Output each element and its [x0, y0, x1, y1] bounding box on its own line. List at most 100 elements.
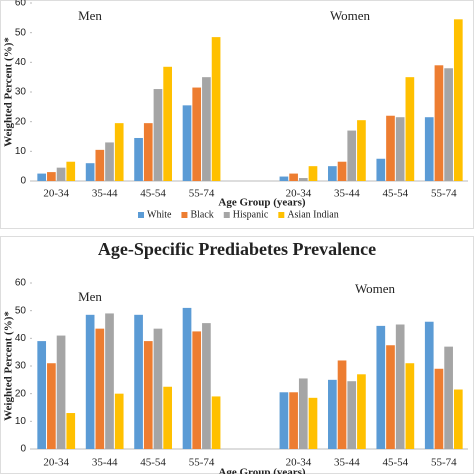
group-label: Women — [355, 281, 396, 296]
bar — [453, 389, 463, 449]
bar — [134, 314, 143, 449]
x-tick-label: 35-44 — [92, 188, 118, 200]
bar — [85, 314, 95, 449]
bar — [56, 335, 66, 449]
y-axis-label: Weighted Percent (%)* — [3, 37, 15, 147]
y-axis-label: Weighted Percent (%)* — [3, 311, 15, 421]
x-tick-label: 45-54 — [140, 188, 166, 200]
bar — [347, 381, 357, 449]
bar — [192, 331, 202, 449]
bar — [37, 341, 47, 449]
y-tick-label: 20 — [15, 116, 27, 127]
y-tick-label: 0 — [20, 176, 26, 187]
bar — [114, 393, 124, 449]
bar — [192, 87, 202, 181]
legend-label: White — [147, 209, 172, 220]
x-axis-label: Age Group (years) — [218, 197, 306, 209]
y-tick-label: 50 — [15, 305, 27, 316]
bar — [337, 161, 347, 181]
y-tick-label: 40 — [15, 333, 27, 344]
bar — [434, 65, 444, 181]
bar — [95, 328, 105, 449]
legend-label: Hispanic — [233, 209, 269, 220]
x-tick-label: 35-44 — [92, 457, 118, 469]
x-tick-label: 55-74 — [431, 457, 457, 469]
bar — [376, 325, 386, 449]
bar — [357, 120, 366, 181]
bar — [143, 341, 153, 449]
legend-label: Asian Indian — [287, 209, 338, 220]
bar — [298, 178, 308, 181]
bar — [143, 123, 153, 181]
bar — [105, 313, 114, 449]
x-tick-label: 45-54 — [382, 188, 408, 200]
bar — [37, 173, 47, 181]
bar — [357, 374, 366, 449]
group-label: Men — [78, 8, 102, 23]
y-tick-label: 20 — [15, 388, 27, 399]
x-tick-label: 55-74 — [189, 188, 215, 200]
bar — [337, 360, 347, 449]
x-tick-label: 35-44 — [334, 188, 360, 200]
bar — [105, 142, 114, 181]
x-tick-label: 20-34 — [286, 188, 312, 200]
x-tick-label: 45-54 — [382, 457, 408, 469]
bar — [405, 363, 415, 449]
bar — [56, 167, 66, 181]
bar — [134, 137, 143, 181]
x-tick-label: 35-44 — [334, 457, 360, 469]
bar — [163, 386, 172, 449]
bar — [279, 392, 289, 449]
y-tick-label: 50 — [15, 27, 27, 38]
x-tick-label: 20-34 — [43, 457, 69, 469]
bar — [182, 105, 192, 181]
legend-swatch — [223, 212, 230, 218]
bar — [202, 77, 211, 181]
bar — [308, 166, 318, 181]
group-label: Women — [330, 8, 371, 23]
bar — [279, 176, 289, 181]
bar — [95, 149, 105, 181]
bar — [47, 172, 56, 181]
x-tick-label: 45-54 — [140, 457, 166, 469]
bar — [153, 328, 163, 449]
bar — [434, 368, 444, 449]
bar — [153, 89, 163, 181]
bar — [163, 66, 172, 181]
y-tick-label: 30 — [15, 361, 27, 372]
y-tick-label: 30 — [15, 87, 27, 98]
bar — [395, 117, 405, 181]
bar — [386, 345, 395, 449]
chart-title: Age-Specific Prediabetes Prevalence — [98, 239, 376, 259]
x-tick-label: 20-34 — [43, 188, 69, 200]
bar — [453, 19, 463, 181]
bar — [395, 324, 405, 449]
y-tick-label: 0 — [20, 444, 26, 455]
bar — [424, 117, 434, 181]
x-axis-label: Age Group (years) — [218, 467, 306, 474]
legend-swatch — [138, 212, 144, 218]
legend-swatch — [181, 212, 188, 218]
bar — [47, 363, 56, 449]
bar — [328, 166, 337, 181]
bar — [211, 37, 221, 181]
bar — [66, 161, 76, 181]
x-tick-label: 55-74 — [431, 188, 457, 200]
bar — [66, 413, 76, 449]
bar — [289, 173, 298, 181]
bar — [328, 379, 337, 449]
group-label: Men — [78, 289, 102, 304]
bar — [405, 77, 415, 181]
legend-label: Black — [190, 209, 213, 220]
y-tick-label: 40 — [15, 57, 27, 68]
y-tick-label: 10 — [15, 416, 27, 427]
y-tick-label: 10 — [15, 146, 27, 157]
y-tick-label: 60 — [15, 278, 27, 289]
bar — [298, 378, 308, 449]
y-tick-label: 60 — [15, 0, 27, 9]
x-tick-label: 20-34 — [286, 457, 312, 469]
bar — [289, 392, 298, 449]
bar — [424, 321, 434, 449]
bar — [386, 115, 395, 181]
